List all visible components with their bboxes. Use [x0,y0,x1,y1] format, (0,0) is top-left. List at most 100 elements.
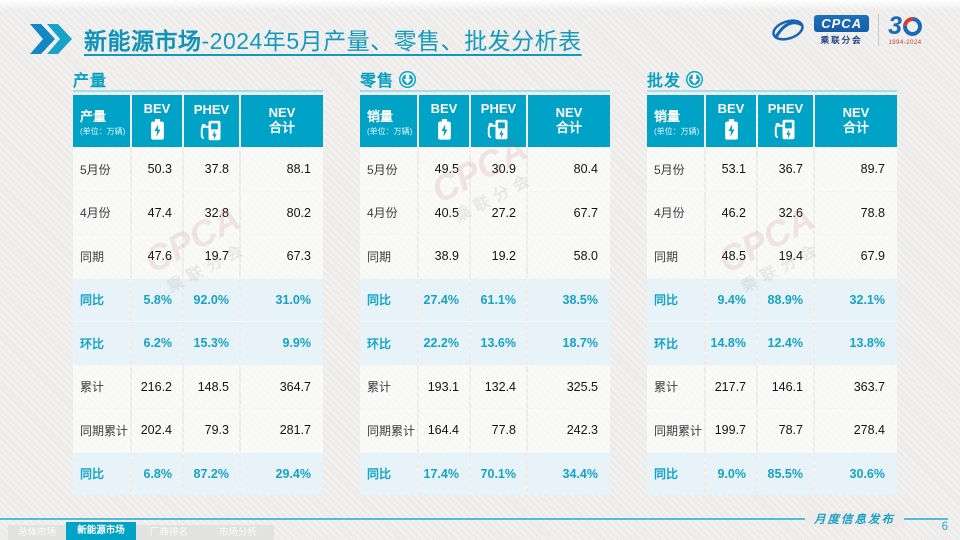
phev-label: PHEV [767,101,804,117]
bev-label: BEV [143,101,171,117]
release-label: 月度信息发布 [805,511,904,527]
phev-value: 13.6% [471,322,526,365]
bev-value: 164.4 [419,409,469,452]
header-cell-phev: PHEV [758,95,813,147]
table-row: 同比 5.8% 92.0% 31.0% [73,277,323,321]
phev-value: 19.4 [758,235,813,278]
row-label: 同比 [73,452,130,495]
nev-label-line1: NEV [268,105,296,121]
table-row: 同期累计 202.4 79.3 281.7 [73,408,323,452]
header-metric-label: 销量 [654,108,681,124]
table-body: 5月份 53.1 36.7 89.7 4月份 46.2 32.6 78.8 同期… [647,147,897,495]
production-section-head: 产量 [73,70,323,92]
retail-section-title: 零售 [360,73,395,90]
phev-value: 36.7 [758,148,813,191]
page-title-row: 新能源市场-2024年5月产量、零售、批发分析表 [30,22,582,56]
row-label: 同比 [647,278,704,321]
cpca-badge: CPCA [814,14,870,32]
table-row: 同期累计 164.4 77.8 242.3 [360,408,610,452]
header-cell-metric: 销量 (单位：万辆) [360,95,417,147]
cpca-org-label: 乘联分会 [820,34,863,45]
header-metric-label: 产量 [80,108,107,124]
tab-nev-market[interactable]: 新能源市场 [66,522,136,540]
row-label: 4月份 [73,191,130,234]
footer-divider-line [0,518,948,520]
header-cell-nev: NEV 合计 [528,95,610,147]
phev-value: 85.5% [758,452,813,495]
bev-value: 9.4% [706,278,756,321]
nev-total-value: 30.6% [815,452,897,495]
tab-oem-ranking[interactable]: 厂商排名 [136,525,202,540]
table-row: 环比 22.2% 13.6% 18.7% [360,321,610,365]
nev-total-value: 80.4 [528,148,610,191]
header-metric-label: 销量 [367,108,394,124]
page-title: 新能源市场-2024年5月产量、零售、批发分析表 [84,22,582,56]
row-label: 同期累计 [360,409,417,452]
tab-market-analysis[interactable]: 市场分析 [202,525,274,540]
down-arrow-icon [686,70,704,88]
nev-total-value: 29.4% [241,452,323,495]
row-label: 同期 [360,235,417,278]
row-label: 同比 [647,452,704,495]
bev-value: 14.8% [706,322,756,365]
phev-value: 61.1% [471,278,526,321]
bev-label: BEV [717,101,745,117]
phev-charger-icon [487,119,508,140]
row-label: 累计 [73,365,130,408]
table-row: 同比 9.0% 85.5% 30.6% [647,451,897,495]
phev-value: 132.4 [471,365,526,408]
table-row: 累计 216.2 148.5 364.7 [73,364,323,408]
table-row: 5月份 50.3 37.8 88.1 [73,147,323,191]
page-title-highlight: 新能源市场 [84,28,202,54]
logo-divider [878,14,880,46]
table-row: 同期累计 199.7 78.7 278.4 [647,408,897,452]
header-cell-metric: 销量 (单位：万辆) [647,95,704,147]
row-label: 同比 [360,452,417,495]
nev-total-value: 67.7 [528,191,610,234]
nev-total-value: 278.4 [815,409,897,452]
phev-value: 148.5 [184,365,239,408]
header-cell-nev: NEV 合计 [815,95,897,147]
tab-overall-market[interactable]: 总体市场 [8,525,66,540]
header-unit-label: (单位：万辆) [654,126,700,136]
phev-value: 32.8 [184,191,239,234]
nev-total-value: 364.7 [241,365,323,408]
bev-battery-icon [150,118,164,140]
bev-value: 199.7 [706,409,756,452]
row-label: 同期累计 [73,409,130,452]
phev-value: 88.9% [758,278,813,321]
bev-value: 27.4% [419,278,469,321]
page-number: 6 [941,521,948,533]
table-row: 5月份 49.5 30.9 80.4 [360,147,610,191]
header-cell-bev: BEV [706,95,756,147]
row-label: 5月份 [360,148,417,191]
nev-total-value: 9.9% [241,322,323,365]
phev-value: 79.3 [184,409,239,452]
down-arrow-icon [399,70,417,88]
anniversary-30-logo: 3 1994-2024 [888,13,926,46]
cpca-logo: CPCA 乘联分会 3 1994-2024 [771,13,926,46]
row-label: 累计 [647,365,704,408]
nev-total-value: 32.1% [815,278,897,321]
table-body: 5月份 50.3 37.8 88.1 4月份 47.4 32.8 80.2 同期… [73,147,323,495]
nev-label-line1: NEV [555,105,583,121]
nev-total-value: 67.3 [241,235,323,278]
table-header-row: 销量 (单位：万辆) BEV PHEV [360,95,610,147]
nev-total-value: 58.0 [528,235,610,278]
bev-battery-icon [437,118,451,140]
header-cell-phev: PHEV [184,95,239,147]
nev-total-value: 18.7% [528,322,610,365]
table-header-row: 产量 (单位：万辆) BEV PHEV [73,95,323,147]
phev-label: PHEV [480,101,517,117]
phev-value: 19.2 [471,235,526,278]
bev-value: 38.9 [419,235,469,278]
table-row: 同期 47.6 19.7 67.3 [73,234,323,278]
header-cell-bev: BEV [132,95,182,147]
bev-value: 5.8% [132,278,182,321]
wholesale-section-head: 批发 [647,70,897,92]
bev-value: 9.0% [706,452,756,495]
row-label: 同期累计 [647,409,704,452]
phev-charger-icon [200,120,221,141]
nev-total-value: 13.8% [815,322,897,365]
phev-value: 32.6 [758,191,813,234]
